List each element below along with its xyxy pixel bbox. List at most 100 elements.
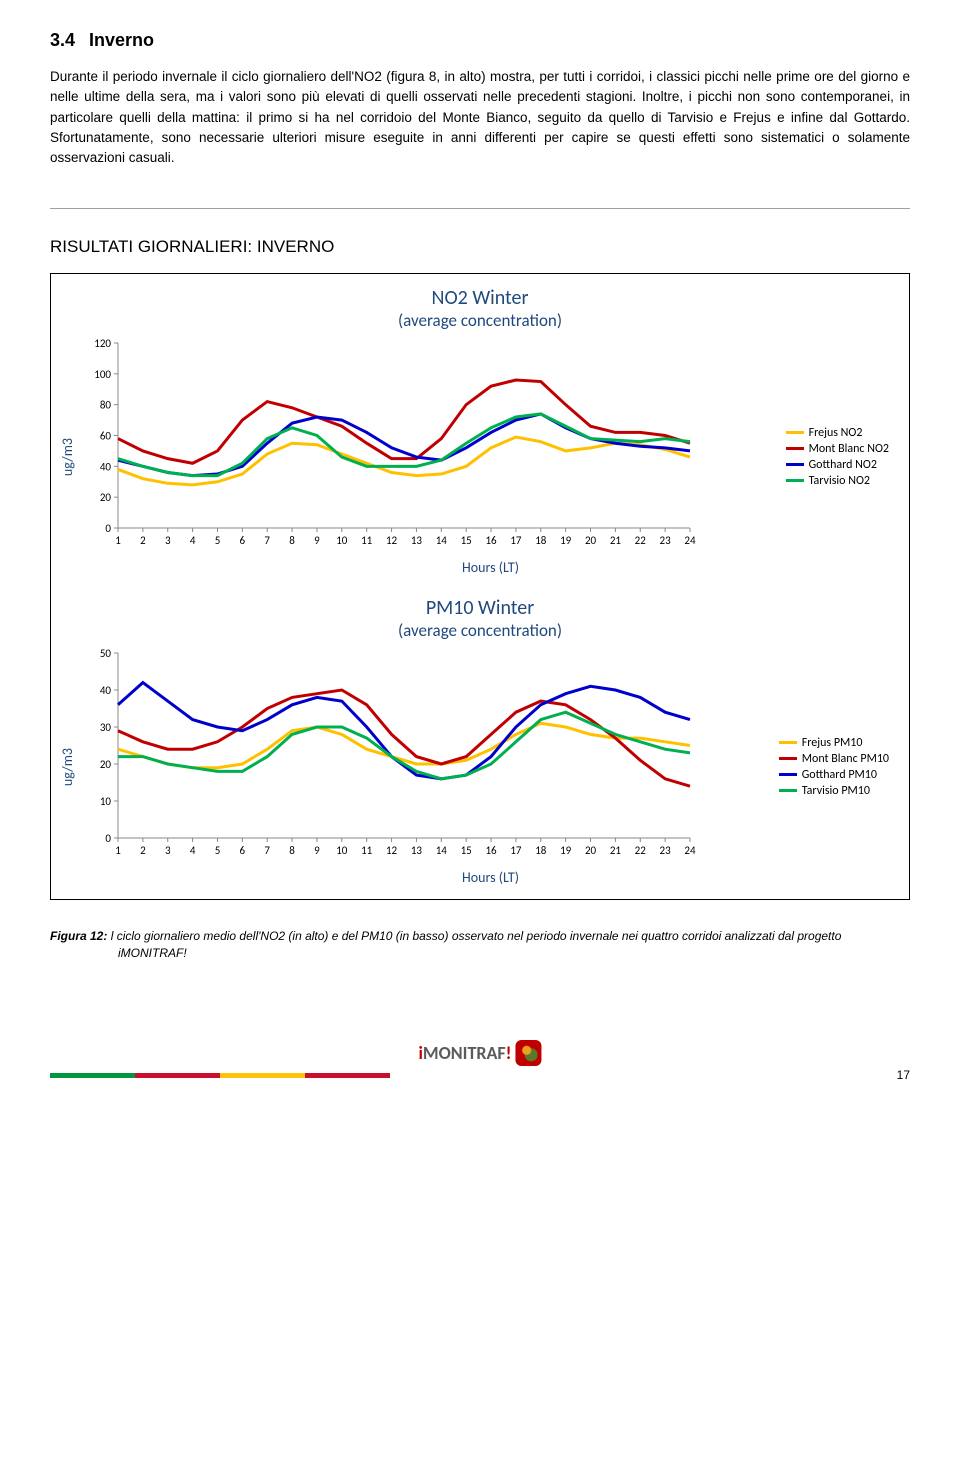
legend-label: Mont Blanc PM10 xyxy=(802,752,889,766)
svg-text:18: 18 xyxy=(535,844,547,857)
svg-text:15: 15 xyxy=(461,844,472,857)
footer-bar xyxy=(305,1073,390,1078)
legend-swatch xyxy=(786,463,804,466)
legend-item: Gotthard NO2 xyxy=(786,458,889,472)
legend-label: Mont Blanc NO2 xyxy=(809,442,889,456)
legend-label: Frejus NO2 xyxy=(809,426,863,440)
y-axis-label: ug/m3 xyxy=(59,748,76,786)
legend-label: Tarvisio PM10 xyxy=(802,784,870,798)
svg-text:11: 11 xyxy=(361,844,373,857)
svg-text:9: 9 xyxy=(314,534,320,547)
page-number: 17 xyxy=(897,1068,910,1082)
svg-text:80: 80 xyxy=(100,399,112,412)
svg-text:6: 6 xyxy=(240,844,246,857)
svg-text:20: 20 xyxy=(100,491,112,504)
svg-text:13: 13 xyxy=(411,534,423,547)
footer-logo: iMONITRAF! xyxy=(418,1040,541,1066)
legend-item: Tarvisio PM10 xyxy=(779,784,889,798)
svg-text:4: 4 xyxy=(190,844,196,857)
svg-text:20: 20 xyxy=(585,534,597,547)
legend-label: Tarvisio NO2 xyxy=(809,474,870,488)
legend-item: Frejus NO2 xyxy=(786,426,889,440)
no2-chart: NO2 Winter (average concentration) ug/m3… xyxy=(59,286,901,576)
legend-item: Frejus PM10 xyxy=(779,736,889,750)
legend-swatch xyxy=(786,479,804,482)
page-footer: iMONITRAF! 17 xyxy=(50,1022,910,1082)
svg-text:19: 19 xyxy=(560,844,572,857)
x-axis-label: Hours (LT) xyxy=(80,869,901,886)
chart-subtitle: (average concentration) xyxy=(59,310,901,331)
x-axis-label: Hours (LT) xyxy=(80,559,901,576)
figure-caption: Figura 12: l ciclo giornaliero medio del… xyxy=(50,928,910,962)
svg-text:16: 16 xyxy=(485,534,497,547)
svg-text:21: 21 xyxy=(610,534,622,547)
legend-label: Gotthard NO2 xyxy=(809,458,877,472)
svg-text:1: 1 xyxy=(115,844,121,857)
svg-text:14: 14 xyxy=(436,534,448,547)
legend-swatch xyxy=(786,431,804,434)
svg-text:11: 11 xyxy=(361,534,373,547)
legend-swatch xyxy=(779,741,797,744)
svg-text:17: 17 xyxy=(510,534,522,547)
chart-title: NO2 Winter xyxy=(59,286,901,310)
svg-text:10: 10 xyxy=(100,795,112,808)
svg-text:2: 2 xyxy=(140,844,146,857)
logo-text: iMONITRAF! xyxy=(418,1042,511,1064)
svg-text:24: 24 xyxy=(684,844,696,857)
svg-text:4: 4 xyxy=(190,534,196,547)
svg-text:3: 3 xyxy=(165,844,171,857)
svg-text:1: 1 xyxy=(115,534,121,547)
legend: Frejus NO2 Mont Blanc NO2 Gotthard NO2 Tarv… xyxy=(786,424,889,490)
svg-text:21: 21 xyxy=(610,844,622,857)
body-paragraph: Durante il periodo invernale il ciclo gi… xyxy=(50,67,910,168)
svg-text:23: 23 xyxy=(660,534,672,547)
no2-plot: 0204060801001201234567891011121314151617… xyxy=(80,337,700,552)
svg-text:22: 22 xyxy=(635,844,647,857)
svg-text:10: 10 xyxy=(336,844,348,857)
svg-text:20: 20 xyxy=(585,844,597,857)
legend-item: Tarvisio NO2 xyxy=(786,474,889,488)
svg-text:2: 2 xyxy=(140,534,146,547)
svg-text:3: 3 xyxy=(165,534,171,547)
legend-item: Mont Blanc PM10 xyxy=(779,752,889,766)
footer-bar xyxy=(50,1073,135,1078)
caption-text: l ciclo giornaliero medio dell'NO2 (in a… xyxy=(111,929,842,960)
legend-swatch xyxy=(779,789,797,792)
svg-text:50: 50 xyxy=(100,647,112,660)
svg-text:8: 8 xyxy=(289,844,295,857)
svg-text:13: 13 xyxy=(411,844,423,857)
legend-item: Gotthard PM10 xyxy=(779,768,889,782)
svg-text:120: 120 xyxy=(94,337,111,350)
svg-text:20: 20 xyxy=(100,758,112,771)
chart-frame: NO2 Winter (average concentration) ug/m3… xyxy=(50,273,910,900)
svg-text:12: 12 xyxy=(386,844,398,857)
svg-text:40: 40 xyxy=(100,684,112,697)
svg-text:6: 6 xyxy=(240,534,246,547)
svg-text:9: 9 xyxy=(314,844,320,857)
chart-title: PM10 Winter xyxy=(59,596,901,620)
pm10-plot: 0102030405012345678910111213141516171819… xyxy=(80,647,700,862)
legend-swatch xyxy=(779,773,797,776)
separator xyxy=(50,208,910,209)
legend-swatch xyxy=(786,447,804,450)
svg-text:14: 14 xyxy=(436,844,448,857)
svg-text:15: 15 xyxy=(461,534,472,547)
section-number: 3.4 xyxy=(50,30,75,50)
svg-text:5: 5 xyxy=(215,844,221,857)
pm10-chart: PM10 Winter (average concentration) ug/m… xyxy=(59,596,901,886)
legend-label: Frejus PM10 xyxy=(802,736,863,750)
svg-text:0: 0 xyxy=(105,832,111,845)
footer-bar xyxy=(135,1073,220,1078)
legend-item: Mont Blanc NO2 xyxy=(786,442,889,456)
svg-text:100: 100 xyxy=(94,368,111,381)
svg-text:23: 23 xyxy=(660,844,672,857)
svg-text:18: 18 xyxy=(535,534,547,547)
svg-text:10: 10 xyxy=(336,534,348,547)
svg-text:22: 22 xyxy=(635,534,647,547)
y-axis-label: ug/m3 xyxy=(59,438,76,476)
section-header: 3.4Inverno xyxy=(50,30,910,51)
svg-text:24: 24 xyxy=(684,534,696,547)
logo-badge-icon xyxy=(516,1040,542,1066)
svg-text:30: 30 xyxy=(100,721,112,734)
chart-subtitle: (average concentration) xyxy=(59,620,901,641)
